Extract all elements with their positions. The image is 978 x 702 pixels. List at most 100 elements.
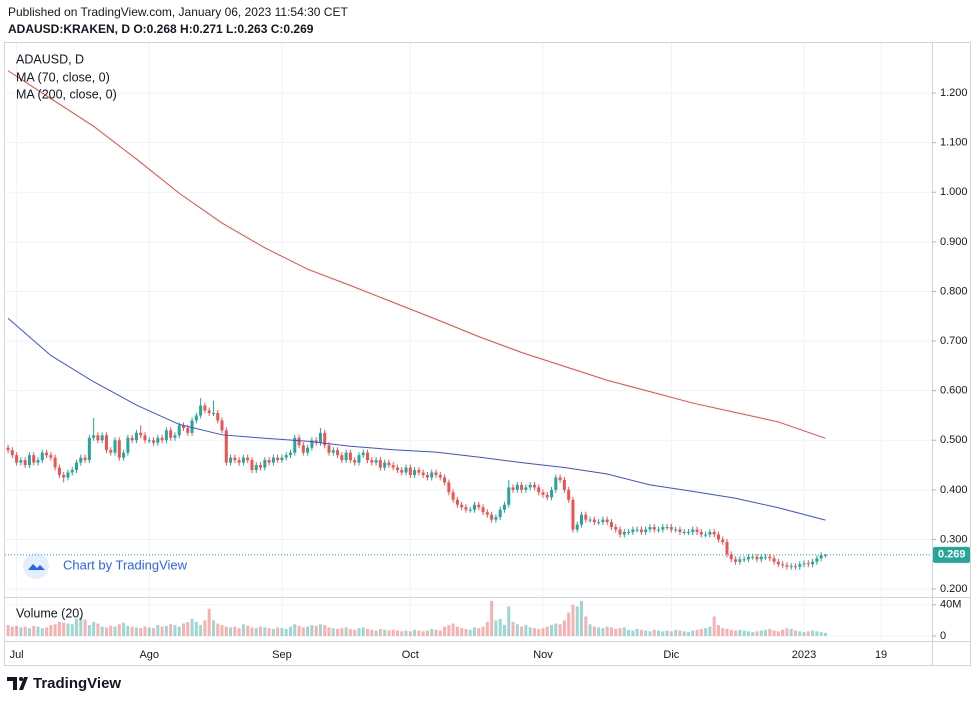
volume-bar (601, 628, 605, 636)
candle-body (686, 532, 690, 534)
frame (4, 42, 971, 666)
candle-body (695, 529, 699, 533)
candle-body (421, 472, 425, 475)
volume-bar (353, 629, 357, 636)
volume-bar (169, 624, 173, 636)
volume-bar (164, 625, 168, 636)
candle-body (665, 527, 669, 529)
volume-bar (160, 626, 164, 636)
x-tick-label: Ago (139, 649, 159, 661)
volume-bar (241, 624, 245, 636)
candle-body (532, 484, 536, 488)
candle-body (618, 529, 622, 535)
volume-bar (567, 612, 571, 636)
volume-bar (177, 626, 181, 636)
volume-bar (327, 627, 331, 636)
candle-body (366, 452, 370, 461)
volume-bar (19, 627, 23, 636)
candle-body (622, 532, 626, 535)
volume-bar (631, 630, 635, 636)
volume-bar (473, 627, 477, 636)
candle-body (447, 482, 451, 493)
volume-bar (301, 627, 305, 636)
volume-bar (434, 629, 438, 636)
volume-bar (485, 621, 489, 636)
volume-bar (580, 600, 584, 636)
y-tick-label: 0.700 (940, 335, 968, 347)
volume-bar (657, 630, 661, 636)
candle-body (541, 492, 545, 495)
candle-body (378, 460, 382, 468)
candle-body (798, 564, 802, 567)
volume-bar (194, 621, 198, 636)
candle-body (194, 415, 198, 421)
volume-bar (494, 620, 498, 636)
candle-body (558, 477, 562, 480)
candle-body (293, 437, 297, 453)
volume-bar (635, 628, 639, 636)
candle-body (524, 487, 528, 490)
candle-body (704, 534, 708, 536)
ma-line (7, 317, 826, 521)
candle-body (314, 440, 318, 443)
legend-symbol: ADAUSD, D (16, 52, 84, 66)
candle-body (580, 514, 584, 525)
volume-bar (725, 628, 729, 636)
volume-bar (147, 627, 151, 636)
candle-body (648, 527, 652, 530)
candle-body (511, 487, 515, 490)
candle-body (460, 504, 464, 508)
last-price-label: 0.269 (938, 549, 966, 561)
candle-body (267, 460, 271, 463)
candle-body (241, 457, 245, 463)
volume-bar (597, 627, 601, 636)
volume-bar (768, 628, 772, 636)
legend-ma200: MA (200, close, 0) (16, 87, 117, 101)
watermark-icon-shape (28, 564, 45, 570)
candle-body (387, 462, 391, 466)
candle-body (742, 559, 746, 561)
candle-body (62, 474, 66, 478)
y-tick-label: 1.000 (940, 186, 968, 198)
volume-bar (387, 630, 391, 636)
volume-bar (378, 628, 382, 636)
y-tick-label: 1.100 (940, 137, 968, 149)
volume-bar (100, 626, 104, 636)
volume-bar (545, 626, 549, 636)
candle-body (481, 507, 485, 513)
volume-bar (199, 625, 203, 636)
volume-bar (798, 631, 802, 636)
candle-body (113, 440, 117, 453)
candle-body (15, 455, 19, 463)
volume-bar (117, 624, 121, 636)
volume-bar (430, 628, 434, 636)
volume-bar (271, 628, 275, 636)
candle-body (729, 554, 733, 560)
volume-bar (104, 627, 108, 636)
volume-bar (759, 630, 763, 636)
volume-bar (819, 632, 823, 636)
volume-bar (614, 628, 618, 636)
candle-body (789, 566, 793, 568)
candle-body (259, 465, 263, 468)
volume-bar (57, 621, 61, 636)
candle-body (348, 452, 352, 461)
volume-tick-label: 40M (940, 599, 961, 611)
candle-body (793, 566, 797, 568)
candle-body (310, 440, 314, 448)
candle-body (746, 556, 750, 560)
candle-body (66, 472, 70, 478)
volume-bar (207, 608, 211, 636)
volume-bar (306, 626, 310, 636)
volume-bar (729, 629, 733, 636)
volume-bar (310, 625, 314, 636)
candle-body (207, 410, 211, 413)
volume-bar (746, 631, 750, 636)
volume-bar (344, 627, 348, 636)
volume-bar (348, 628, 352, 636)
candle-body (755, 556, 759, 560)
candle-body (776, 561, 780, 565)
x-tick-label: Oct (402, 649, 419, 661)
candle-body (19, 460, 23, 463)
